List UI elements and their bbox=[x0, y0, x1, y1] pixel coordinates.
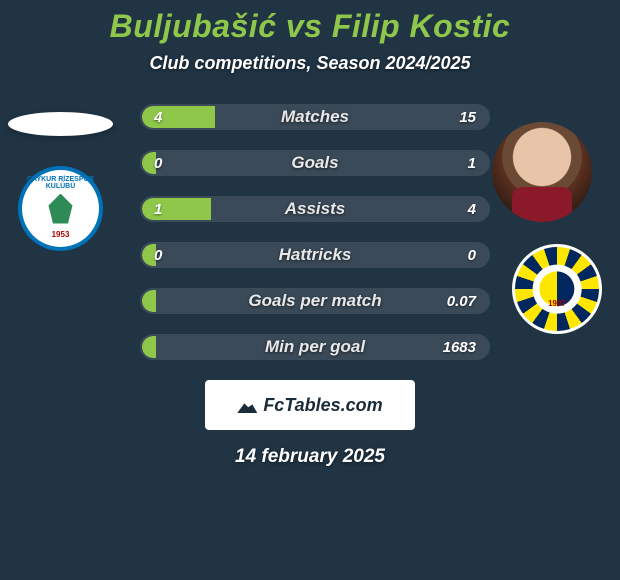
stat-label: Matches bbox=[142, 106, 488, 128]
date-text: 14 february 2025 bbox=[0, 446, 620, 468]
main-area: ÇAYKUR RİZESPOR KULÜBÜ 1953 1907 4Matche… bbox=[0, 104, 620, 360]
stat-label: Min per goal bbox=[142, 336, 488, 358]
stat-right-value: 4 bbox=[468, 198, 476, 220]
player-left-placeholder bbox=[8, 112, 113, 136]
fenerbahce-badge: 1907 bbox=[512, 244, 602, 334]
branding-box: FcTables.com bbox=[205, 380, 415, 430]
stat-row: Min per goal1683 bbox=[140, 334, 490, 360]
club-left-name: ÇAYKUR RİZESPOR KULÜBÜ bbox=[22, 176, 99, 190]
stat-row: Goals per match0.07 bbox=[140, 288, 490, 314]
stat-right-value: 15 bbox=[459, 106, 476, 128]
player-right-photo bbox=[492, 122, 592, 222]
stat-label: Assists bbox=[142, 198, 488, 220]
stat-row: 1Assists4 bbox=[140, 196, 490, 222]
branding-text: FcTables.com bbox=[263, 395, 382, 416]
stat-row: 4Matches15 bbox=[140, 104, 490, 130]
page-title: Buljubašić vs Filip Kostic bbox=[0, 8, 620, 45]
club-left-year: 1953 bbox=[22, 230, 99, 239]
stat-row: 0Goals1 bbox=[140, 150, 490, 176]
club-right-badge: 1907 bbox=[512, 244, 602, 334]
chart-icon bbox=[237, 397, 257, 413]
stat-label: Goals per match bbox=[142, 290, 488, 312]
stat-right-value: 1683 bbox=[443, 336, 476, 358]
stat-row: 0Hattricks0 bbox=[140, 242, 490, 268]
stat-right-value: 1 bbox=[468, 152, 476, 174]
stat-right-value: 0 bbox=[468, 244, 476, 266]
stat-right-value: 0.07 bbox=[447, 290, 476, 312]
subtitle: Club competitions, Season 2024/2025 bbox=[0, 53, 620, 74]
club-left-badge: ÇAYKUR RİZESPOR KULÜBÜ 1953 bbox=[18, 166, 103, 251]
stats-bars: 4Matches150Goals11Assists40Hattricks0Goa… bbox=[140, 104, 490, 360]
stat-label: Hattricks bbox=[142, 244, 488, 266]
stat-label: Goals bbox=[142, 152, 488, 174]
comparison-infographic: Buljubašić vs Filip Kostic Club competit… bbox=[0, 0, 620, 580]
club-right-year: 1907 bbox=[548, 299, 566, 308]
rizespor-badge: ÇAYKUR RİZESPOR KULÜBÜ 1953 bbox=[18, 166, 103, 251]
player-right-avatar bbox=[492, 122, 592, 222]
